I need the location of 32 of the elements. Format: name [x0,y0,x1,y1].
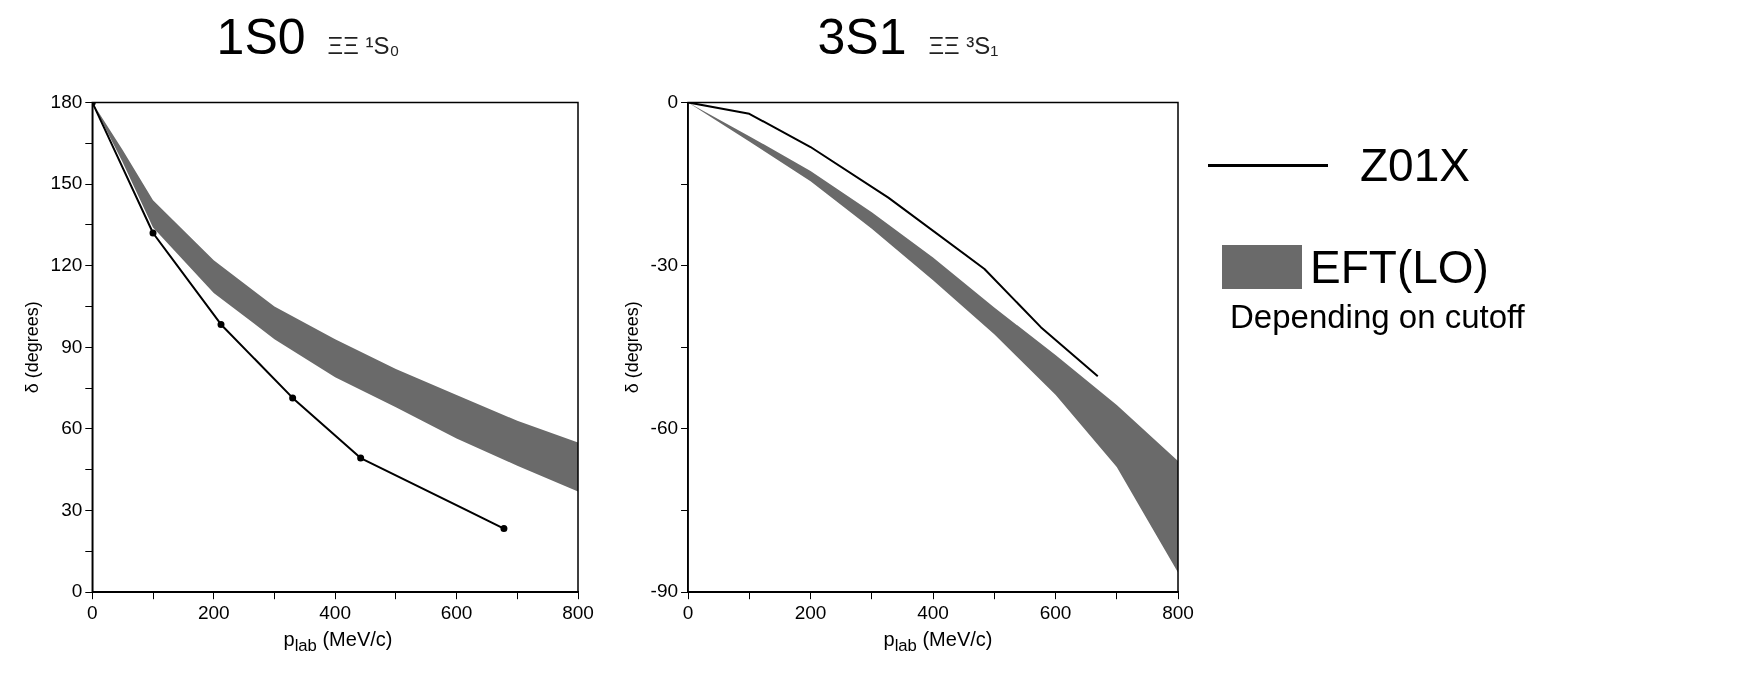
y-axis-title: δ (degrees) [21,301,42,394]
text: Depending on cutoff [1230,298,1525,336]
x-tick-label: 800 [1162,601,1194,623]
y-tick-label: 90 [61,335,83,357]
legend-label: Z01X [1360,138,1470,192]
x-tick-label: 0 [682,601,694,623]
x-tick-label: 400 [917,601,949,623]
x-tick-label: 600 [1039,601,1072,623]
y-tick-label: -30 [650,253,679,275]
legend-label: EFT(LO) [1310,240,1489,294]
x-tick-label: 400 [319,601,351,623]
chart-subtitle: ΞΞ ¹S₀ [327,32,400,60]
chart-title: 1S0 [216,8,306,66]
y-tick-label: 60 [61,417,83,439]
chart-title: 3S1 [817,8,907,66]
x-tick-label: 0 [87,601,98,623]
chart-subtitle: ΞΞ ³S₁ [928,32,999,60]
x-tick-label: 800 [562,601,594,623]
y-tick-label: 0 [667,90,679,112]
y-tick-label: 150 [50,172,83,194]
y-tick-label: 0 [71,580,83,602]
y-axis-title: δ (degrees) [621,301,642,394]
y-tick-label: 180 [50,90,83,112]
x-tick-label: 200 [197,601,230,623]
x-axis-title: p$_{lab}$ (MeV/c) [883,628,993,656]
y-tick-label: -90 [650,580,679,602]
y-tick-label: -60 [650,417,679,439]
x-axis-title: p$_{lab}$ (MeV/c) [283,628,393,656]
x-tick-label: 200 [794,601,827,623]
y-tick-label: 120 [50,253,83,275]
x-tick-label: 600 [440,601,473,623]
y-tick-label: 30 [61,498,83,520]
